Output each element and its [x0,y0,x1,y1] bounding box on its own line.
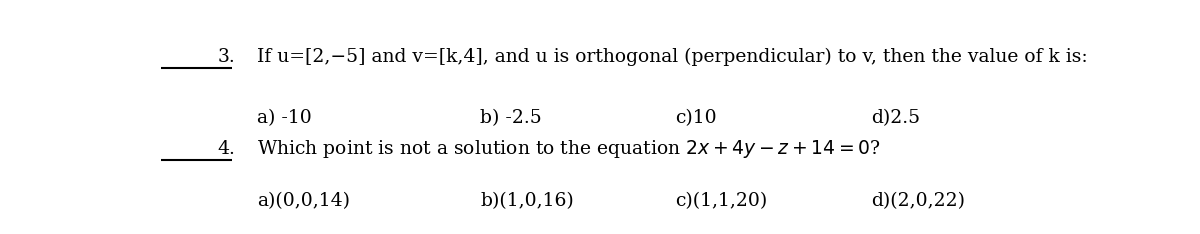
Text: 3.: 3. [218,48,235,66]
Text: b)(1,0,16): b)(1,0,16) [480,192,574,210]
Text: d)(2,0,22): d)(2,0,22) [871,192,965,210]
Text: c)(1,1,20): c)(1,1,20) [676,192,768,210]
Text: Which point is not a solution to the equation $2x + 4y - z + 14 = 0$?: Which point is not a solution to the equ… [257,138,881,160]
Text: a) -10: a) -10 [257,109,312,127]
Text: d)2.5: d)2.5 [871,109,920,127]
Text: If u=[2,−5] and v=[k,4], and u is orthogonal (perpendicular) to v, then the valu: If u=[2,−5] and v=[k,4], and u is orthog… [257,48,1087,66]
Text: a)(0,0,14): a)(0,0,14) [257,192,350,210]
Text: b) -2.5: b) -2.5 [480,109,542,127]
Text: c)10: c)10 [676,109,718,127]
Text: 4.: 4. [217,140,235,158]
